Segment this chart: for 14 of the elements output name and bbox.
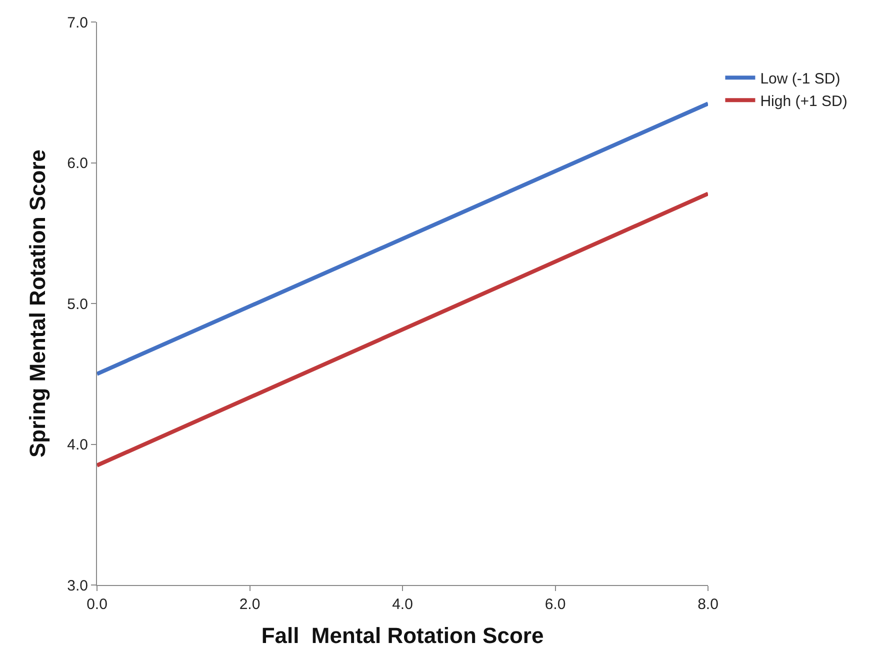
y-tick-label: 5.0 (67, 296, 88, 313)
x-tick-label: 2.0 (239, 596, 260, 613)
x-tick-label: 4.0 (392, 596, 413, 613)
x-tick-label: 0.0 (86, 596, 108, 613)
legend-label: Low (-1 SD) (760, 70, 840, 88)
x-tick-label: 6.0 (544, 596, 566, 613)
y-tick-label: 6.0 (67, 155, 88, 172)
y-axis-title: Spring Mental Rotation Score (24, 149, 50, 458)
y-tick-label: 3.0 (67, 577, 88, 594)
x-axis-title: Fall Mental Rotation Score (261, 622, 544, 648)
x-tick-label: 8.0 (698, 596, 718, 613)
y-tick-label: 4.0 (67, 436, 88, 454)
y-tick-label: 7.0 (67, 14, 88, 32)
legend-label: High (+1 SD) (760, 93, 848, 110)
